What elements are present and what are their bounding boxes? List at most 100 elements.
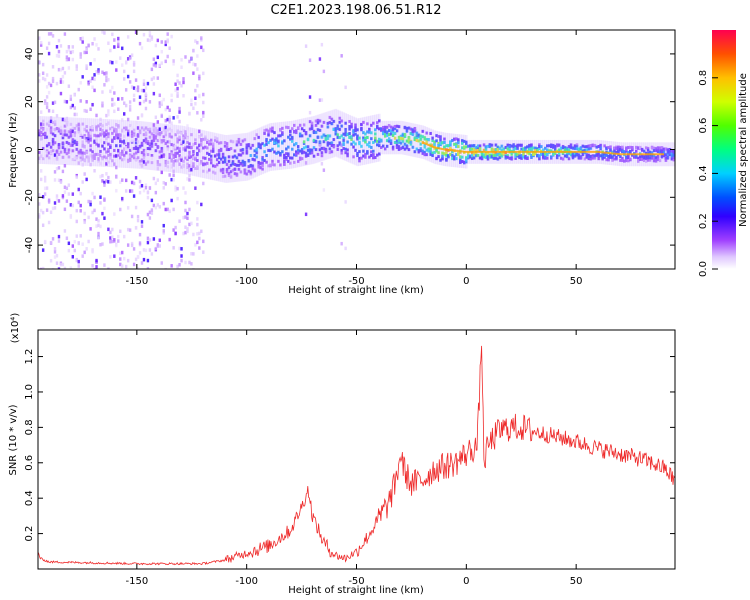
heat-cell [91, 150, 94, 154]
noise-cell [95, 265, 98, 269]
noise-cell [123, 256, 126, 261]
noise-cell [107, 180, 110, 184]
heat-cell [293, 123, 296, 127]
heat-cell [342, 140, 346, 144]
noise-cell [47, 135, 51, 139]
heat-cell [291, 135, 294, 139]
heat-cell [113, 127, 116, 131]
heat-cell [322, 133, 326, 137]
heat-halo [265, 124, 268, 173]
heat-cell [433, 143, 436, 147]
heat-cell [358, 136, 361, 140]
heat-cell [654, 149, 658, 153]
noise-cell [75, 234, 78, 238]
noise-cell [188, 111, 191, 116]
heat-cell [182, 134, 185, 138]
noise-cell [198, 74, 201, 79]
heat-cell [217, 141, 221, 145]
noise-cell [97, 223, 100, 228]
heat-cell [79, 158, 83, 162]
heat-cell [336, 144, 340, 148]
heat-cell [391, 145, 395, 149]
noise-cell [176, 196, 179, 201]
heat-cell [38, 133, 41, 137]
heat-cell [119, 144, 122, 148]
heat-cell [227, 155, 231, 159]
heat-cell [603, 154, 606, 158]
heat-cell [445, 158, 448, 162]
heat-cell [97, 159, 100, 163]
heat-cell [658, 159, 662, 163]
heat-cell [172, 156, 176, 160]
heat-cell [516, 146, 520, 150]
heat-cell [383, 129, 387, 133]
heat-cell [619, 158, 622, 162]
heat-cell [336, 124, 340, 128]
heat-cell [142, 133, 146, 137]
noise-cell [140, 183, 144, 188]
heat-halo [360, 117, 363, 166]
heat-cell [81, 151, 85, 155]
heat-halo [53, 116, 57, 165]
heat-cell [134, 141, 138, 145]
noise-cell [190, 56, 193, 60]
heat-cell [43, 136, 47, 140]
noise-cell [49, 210, 53, 215]
heat-cell [518, 155, 521, 159]
heat-cell [176, 159, 179, 163]
noise-cell [150, 67, 154, 72]
heat-cell [144, 133, 148, 137]
noise-cell [166, 147, 169, 151]
noise-cell [47, 32, 51, 36]
spectrogram-ylabel: Frequency (Hz) [8, 112, 19, 188]
heat-cell [393, 136, 397, 140]
heat-cell [352, 130, 355, 134]
heat-cell [650, 156, 654, 160]
heat-cell [263, 143, 266, 147]
heat-halo [95, 118, 98, 167]
heat-cell [342, 137, 346, 141]
noise-cell [134, 205, 138, 210]
heat-cell [67, 155, 71, 159]
noise-cell [83, 108, 86, 113]
x-tick-label: -100 [235, 576, 258, 587]
heat-cell [154, 142, 158, 146]
heat-cell [289, 161, 292, 165]
heat-cell [320, 151, 324, 155]
heat-cell [107, 132, 110, 136]
heat-halo [89, 118, 92, 167]
noise-cell [138, 179, 142, 184]
heat-cell [194, 138, 197, 142]
heat-cell [85, 150, 89, 154]
heat-cell [170, 159, 174, 163]
noise-cell [320, 162, 324, 166]
heat-cell [47, 142, 51, 146]
heat-cell [221, 175, 225, 179]
heat-cell [107, 160, 110, 164]
heat-cell [302, 150, 306, 154]
heat-cell [75, 141, 79, 145]
noise-cell [162, 154, 165, 158]
heat-cell [95, 134, 98, 138]
heat-halo [383, 120, 387, 155]
heat-cell [451, 153, 454, 157]
heat-cell [364, 155, 367, 159]
heat-cell [380, 128, 383, 132]
heat-cell [87, 134, 91, 138]
heat-cell [235, 172, 239, 176]
noise-cell [69, 94, 73, 99]
heat-cell [607, 146, 610, 150]
noise-cell [49, 83, 53, 88]
noise-cell [123, 112, 126, 116]
heat-halo [352, 116, 355, 165]
heat-cell [356, 151, 359, 155]
noise-cell [172, 147, 175, 151]
heat-cell [314, 123, 318, 127]
heat-cell [672, 158, 675, 162]
heat-cell [405, 139, 409, 143]
heat-cell [478, 147, 482, 151]
heat-halo [69, 117, 73, 166]
noise-cell [190, 160, 193, 164]
noise-cell [85, 64, 88, 68]
noise-cell [184, 260, 187, 265]
